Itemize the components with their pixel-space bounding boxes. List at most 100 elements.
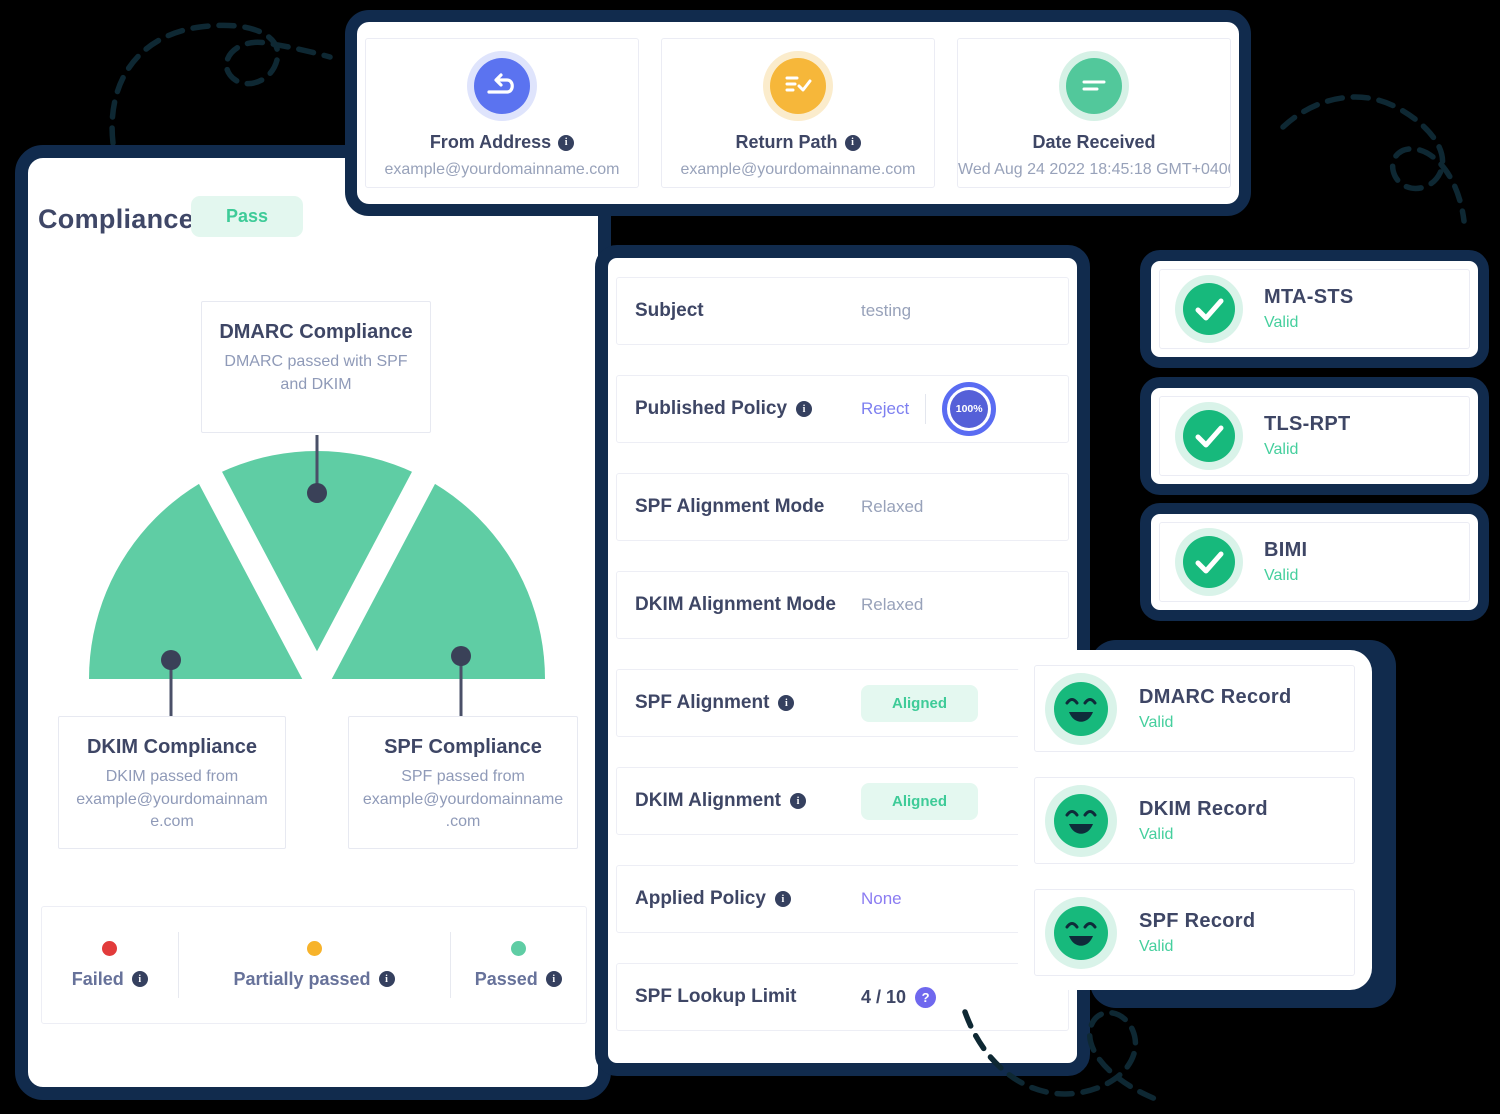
info-icon[interactable]: i [131,971,148,987]
bimi-card: BIMI Valid [1140,503,1489,621]
row-label: SPF Alignment Mode [635,496,825,517]
info-icon[interactable]: i [778,695,795,711]
dmarc-record-item: DMARC Record Valid [1034,665,1355,752]
from-address-box: From Address i example@yourdomainname.co… [365,38,639,188]
list-check-icon [770,58,826,114]
legend-label: Partially passed [233,968,371,989]
check-circle-icon [1183,410,1235,462]
legend-item-failed: Failed i [42,907,178,1023]
info-icon[interactable]: i [558,134,575,151]
status-badge: Valid [1264,567,1299,584]
gauge-gap-right [277,451,446,739]
aligned-badge: Aligned [861,782,978,820]
message-details-card: Subject testing Published Policy i Rejec… [595,245,1090,1076]
record-status: Valid [1139,937,1174,955]
row-value: None [861,889,902,908]
detail-row-dkim-alignment: DKIM Alignment i Aligned [616,767,1069,835]
status-badge: Valid [1264,314,1299,331]
legend-item-passed: Passed i [451,907,587,1023]
callout-description: DMARC passed with SPF and DKIM [224,353,408,393]
record-title: DKIM Record [1139,797,1268,820]
status-card-title: MTA-STS [1264,286,1354,308]
row-value: Reject [861,399,910,418]
value-divider [925,394,927,424]
row-label: DKIM Alignment [635,790,782,811]
status-badge: Valid [1264,441,1299,458]
row-label: Published Policy [635,398,788,419]
detail-row-spf-alignment: SPF Alignment i Aligned [616,669,1069,737]
detail-row-published-policy: Published Policy i Reject 100% [616,375,1069,443]
compliance-status-badge: Pass [191,196,303,237]
info-icon[interactable]: i [774,891,791,907]
detail-row-applied-policy: Applied Policy i None [616,865,1069,933]
dkim-record-item: DKIM Record Valid [1034,777,1355,864]
legend-label: Passed [474,968,538,989]
aligned-badge: Aligned [861,684,978,722]
record-status: Valid [1139,713,1174,731]
text-lines-icon [1066,58,1122,114]
date-received-box: Date Received Wed Aug 24 2022 18:45:18 G… [957,38,1231,188]
status-card-title: TLS-RPT [1264,413,1351,435]
policy-percent-gauge: 100% [942,382,997,436]
smiley-face-icon [1054,681,1108,736]
callout-description: SPF passed from example@yourdomainname.c… [362,768,564,831]
info-icon[interactable]: i [844,134,861,151]
status-card-title: BIMI [1264,539,1308,561]
compliance-gauge [89,435,545,739]
legend-label: Failed [71,968,124,989]
from-address-value: example@yourdomainname.com [384,161,620,178]
row-label: Applied Policy [635,888,766,909]
detail-row-spf-lookup-limit: SPF Lookup Limit 4 / 10 ? [616,963,1069,1031]
info-icon[interactable]: i [790,793,807,809]
return-path-value: example@yourdomainname.com [680,161,916,178]
dns-records-card: DMARC Record Valid DKIM Record Valid [1018,650,1372,990]
dmarc-anchor-dot [307,483,327,503]
row-label: DKIM Alignment Mode [635,594,836,615]
compliance-card: Compliance Pass DMARC Compliance DMARC p… [15,145,611,1100]
tls-rpt-card: TLS-RPT Valid [1140,377,1489,495]
info-icon[interactable]: i [378,971,395,987]
info-icon[interactable]: i [545,971,562,987]
smiley-face-icon [1054,793,1108,848]
record-status: Valid [1139,825,1174,843]
row-value: testing [861,301,912,320]
date-received-value: Wed Aug 24 2022 18:45:18 GMT+0400 [958,161,1231,178]
check-circle-icon [1183,283,1235,335]
legend-divider [449,932,451,998]
gauge-semicircle [89,451,545,679]
page-title: Compliance [38,204,195,234]
row-label: SPF Lookup Limit [635,986,797,1007]
return-path-box: Return Path i example@yourdomainname.com [661,38,935,188]
spf-anchor-dot [451,646,471,666]
callout-title: DMARC Compliance [219,321,413,343]
info-icon[interactable]: i [796,401,813,417]
summary-label: Date Received [1032,132,1156,152]
detail-row-spf-alignment-mode: SPF Alignment Mode Relaxed [616,473,1069,541]
summary-label: From Address [429,132,552,152]
row-value: 4 / 10 [861,986,907,1007]
record-title: DMARC Record [1139,685,1292,708]
partially-passed-dot-icon [306,940,322,956]
question-icon[interactable]: ? [915,986,937,1008]
check-circle-icon [1183,536,1235,588]
summary-label: Return Path [735,132,838,152]
spf-record-item: SPF Record Valid [1034,889,1355,976]
dkim-compliance-callout: DKIM Compliance DKIM passed from example… [58,716,286,849]
message-summary-card: From Address i example@yourdomainname.co… [345,10,1251,216]
smiley-face-icon [1054,905,1108,960]
mta-sts-card: MTA-STS Valid [1140,250,1489,368]
compliance-legend: Failed i Partially passed i Passed i [41,906,587,1024]
row-value: Relaxed [861,497,924,516]
callout-title: SPF Compliance [384,736,542,758]
callout-title: DKIM Compliance [86,736,258,758]
reply-arrow-icon [474,58,530,114]
row-label: SPF Alignment [635,692,770,713]
record-title: SPF Record [1139,909,1256,932]
dmarc-compliance-callout: DMARC Compliance DMARC passed with SPF a… [201,301,431,433]
legend-divider [177,932,179,998]
row-value: Relaxed [861,595,924,614]
legend-item-partially-passed: Partially passed i [179,907,450,1023]
passed-dot-icon [510,940,526,956]
dkim-anchor-dot [161,650,181,670]
